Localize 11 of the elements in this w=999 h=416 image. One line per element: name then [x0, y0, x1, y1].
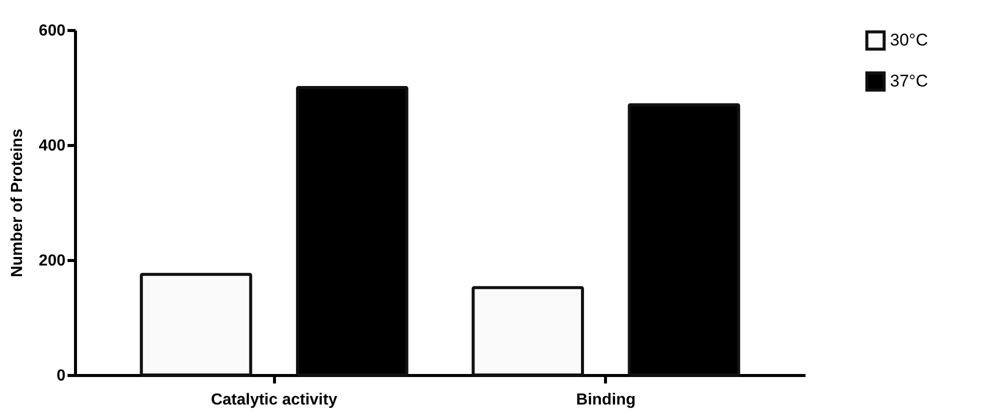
y-tick-label: 400 [38, 138, 66, 154]
x-tick-label: Binding [576, 392, 636, 408]
legend-label: 30°C [890, 30, 928, 50]
legend-label: 37°C [890, 72, 928, 90]
bar [140, 272, 252, 376]
y-axis-title: Number of Proteins [8, 128, 26, 278]
y-tick-label: 0 [56, 368, 66, 384]
y-tick-label: 200 [38, 252, 66, 270]
bar [472, 286, 584, 376]
y-tick-label: 600 [38, 22, 66, 40]
x-tick-label: Catalytic activity [210, 392, 338, 408]
